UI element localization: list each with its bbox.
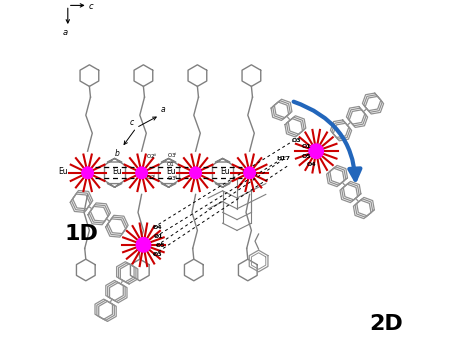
Text: a: a — [63, 28, 67, 37]
Text: O1: O1 — [302, 144, 311, 149]
FancyArrowPatch shape — [293, 102, 360, 180]
Text: O2$^{ii}$: O2$^{ii}$ — [146, 151, 158, 161]
Text: O3: O3 — [292, 138, 301, 143]
Text: a: a — [161, 105, 165, 114]
Text: O1: O1 — [154, 234, 164, 239]
Text: O1: O1 — [167, 162, 174, 167]
Text: O4: O4 — [153, 225, 162, 230]
Text: c: c — [130, 118, 135, 127]
Text: Eu: Eu — [112, 167, 122, 176]
Text: b: b — [115, 149, 120, 158]
Circle shape — [308, 143, 324, 159]
Text: Eu: Eu — [166, 167, 176, 176]
Text: Eu: Eu — [58, 167, 68, 176]
Text: O5: O5 — [302, 154, 311, 159]
Text: O4: O4 — [307, 162, 317, 167]
Text: O3: O3 — [153, 252, 162, 257]
Text: c: c — [89, 2, 93, 11]
Circle shape — [136, 237, 151, 253]
Text: O3$^{ii}$: O3$^{ii}$ — [167, 174, 179, 183]
Circle shape — [135, 166, 148, 179]
Text: Eu: Eu — [220, 167, 230, 176]
Circle shape — [243, 166, 256, 179]
Text: O3$^{i}$: O3$^{i}$ — [167, 150, 178, 160]
Text: O2$^{i}$: O2$^{i}$ — [146, 173, 157, 182]
Text: O5: O5 — [155, 243, 165, 248]
Text: 1D: 1D — [64, 224, 98, 244]
Text: 2D: 2D — [369, 314, 402, 334]
Circle shape — [81, 166, 94, 179]
Circle shape — [189, 166, 202, 179]
Text: H17: H17 — [277, 156, 291, 161]
